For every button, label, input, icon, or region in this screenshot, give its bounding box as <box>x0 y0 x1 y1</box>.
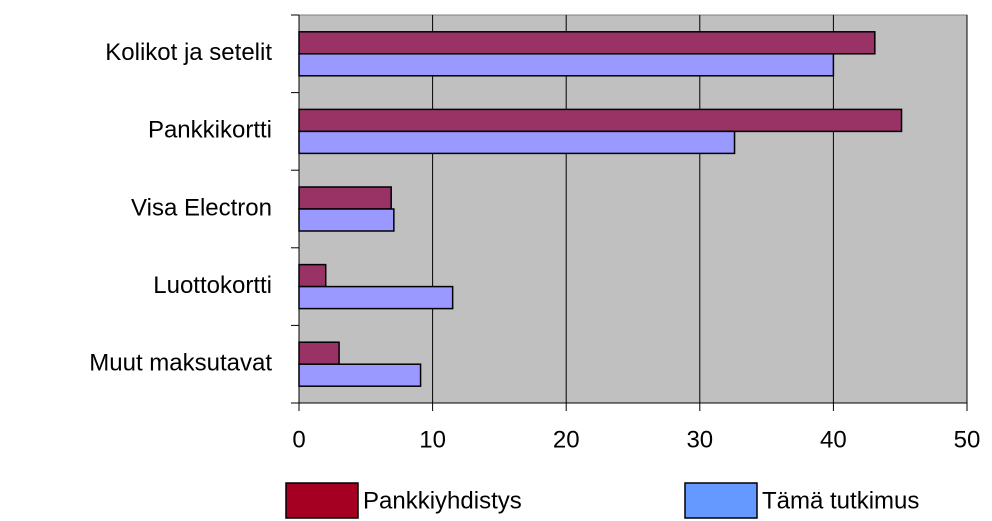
x-tick-label: 30 <box>686 426 713 453</box>
bar <box>298 186 392 210</box>
bar <box>298 341 340 365</box>
y-tick-label: Visa Electron <box>131 194 272 221</box>
plot-background <box>298 14 968 404</box>
x-tick-label: 50 <box>954 426 981 453</box>
y-tick-label: Luottokortti <box>153 272 272 299</box>
bar <box>298 130 736 155</box>
y-tick-label: Muut maksutavat <box>89 350 272 377</box>
x-tick-label: 40 <box>820 426 847 453</box>
x-tick-label: 10 <box>419 426 446 453</box>
legend-label: Tämä tutkimus <box>762 487 919 514</box>
bar <box>298 53 835 77</box>
bar <box>298 208 395 232</box>
x-tick-label: 0 <box>292 426 305 453</box>
y-tick-label: Kolikot ja setelit <box>105 39 272 66</box>
bar <box>298 363 422 387</box>
legend-label: Pankkiyhdistys <box>363 487 522 514</box>
bar <box>298 263 327 288</box>
legend-swatch <box>684 482 758 519</box>
x-tick-label: 20 <box>553 426 580 453</box>
bar <box>298 285 454 310</box>
legend-swatch <box>285 482 359 519</box>
y-tick-label: Pankkikortti <box>148 117 272 144</box>
bar <box>298 31 876 55</box>
bar <box>298 108 903 133</box>
